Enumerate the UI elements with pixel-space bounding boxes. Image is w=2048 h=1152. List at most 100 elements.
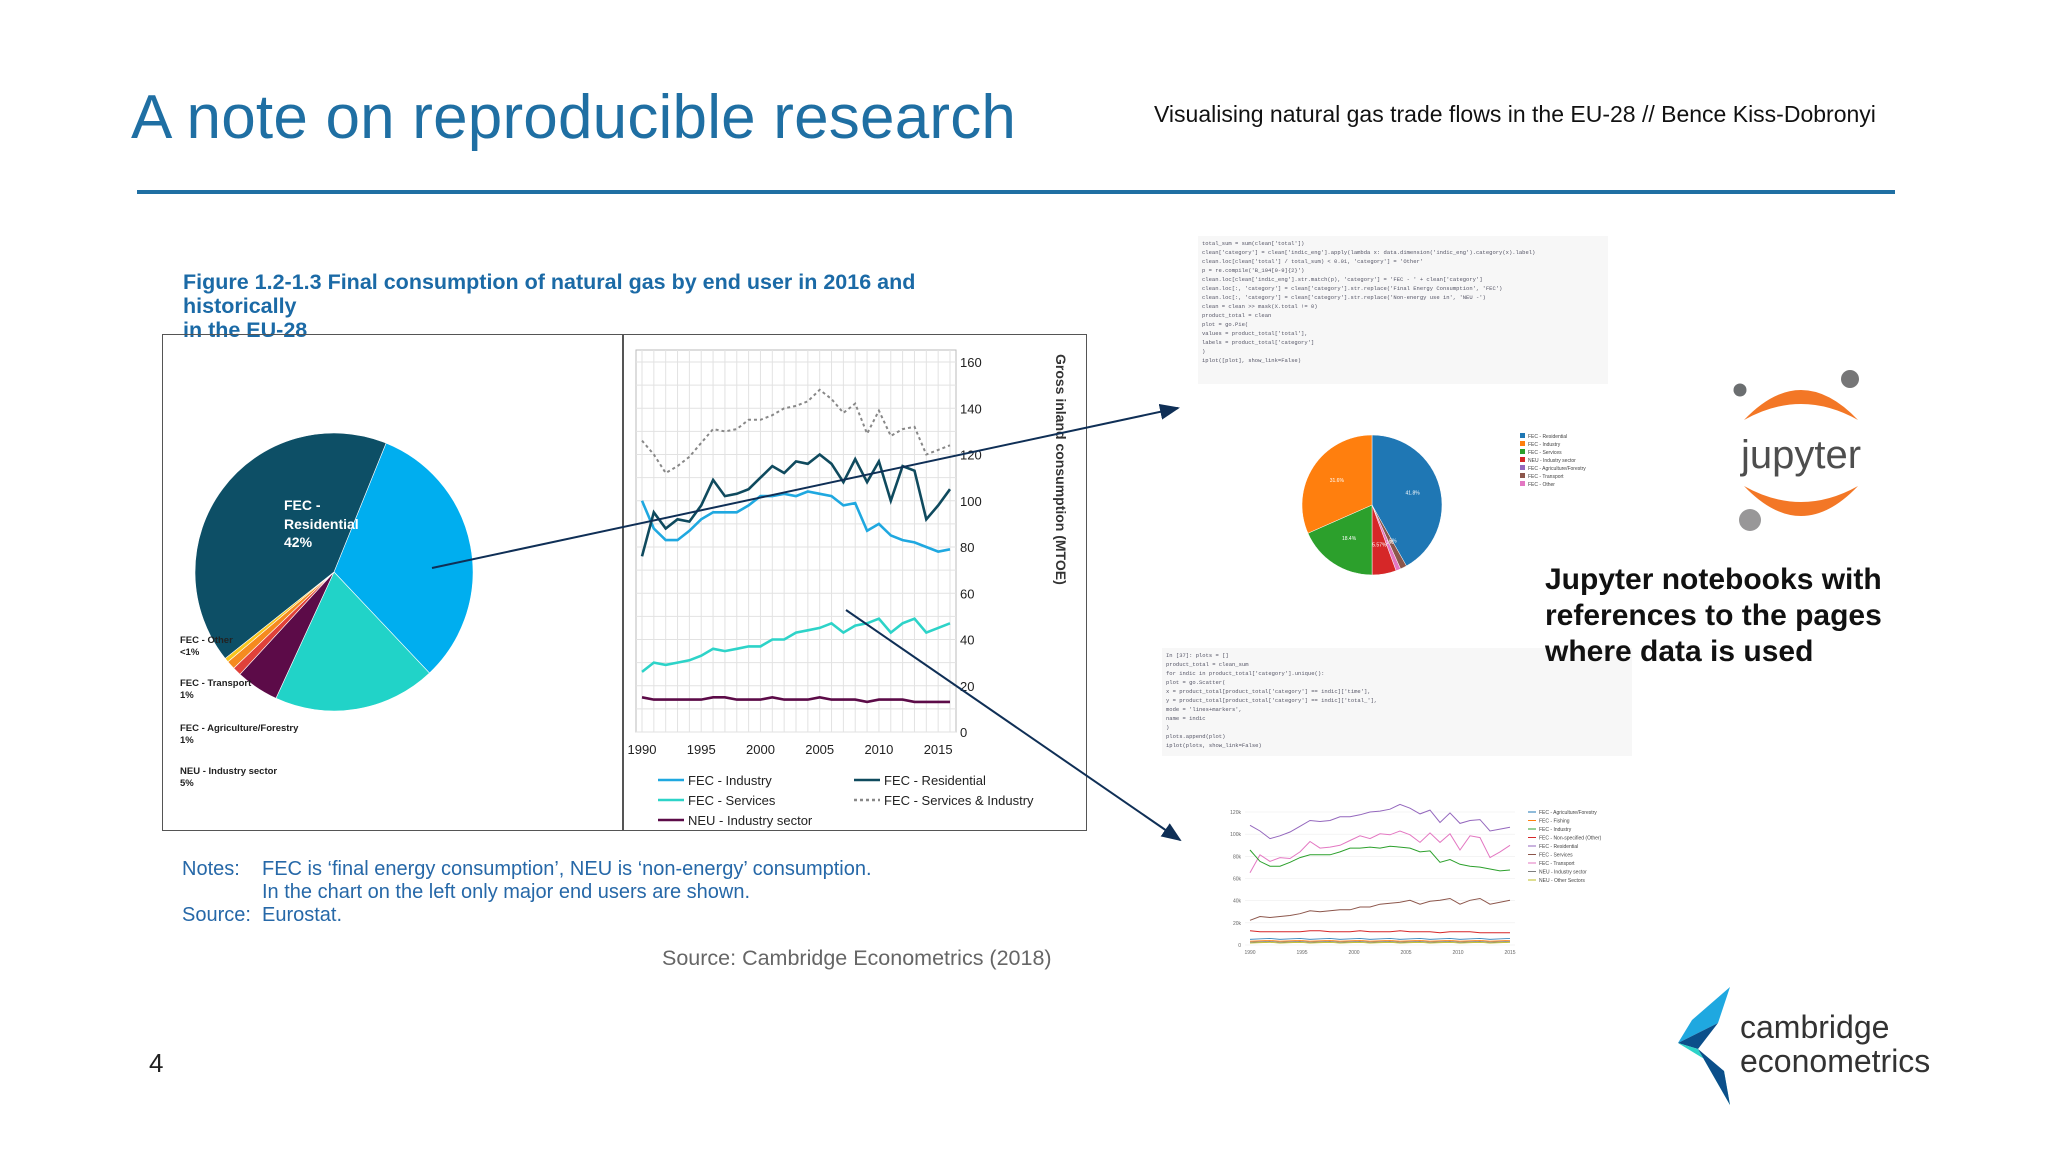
source-label: Source: (182, 904, 251, 926)
nb-legend-label: FEC - Agriculture/Forestry (1539, 810, 1597, 816)
code-line: plots.append(plot) (1166, 733, 1226, 740)
y-tick-label: 160 (960, 355, 982, 370)
title-rule (137, 190, 1895, 194)
pie-chart: FEC - Residential 42% FEC - Industry 32%… (180, 432, 534, 789)
slide-subtitle: Visualising natural gas trade flows in t… (1154, 101, 1876, 127)
nb-x-tick: 2005 (1400, 950, 1411, 956)
nb-pie-label: 41.8% (1406, 490, 1421, 496)
figure-divider (622, 334, 624, 831)
code-line: x = product_total[product_total['categor… (1166, 688, 1371, 695)
code-line: clean.loc[clean['indic_eng'].str.match(p… (1202, 276, 1483, 283)
pie-label-neu: NEU - Industry sector 5% (180, 766, 280, 789)
slide-source: Source: Cambridge Econometrics (2018) (662, 946, 1052, 970)
nb-legend-label: FEC - Services (1539, 853, 1573, 859)
nb-y-tick: 120k (1230, 810, 1241, 816)
nb-x-tick: 2015 (1504, 950, 1515, 956)
nb-x-tick: 1990 (1244, 950, 1255, 956)
code-line: clean.loc[:, 'category'] = clean['catego… (1202, 294, 1486, 301)
code-line: plot = go.Pie( (1202, 321, 1249, 328)
code-line: name = indic (1166, 715, 1206, 722)
pie-label-residential: FEC - Residential 42% (284, 497, 363, 550)
nb-legend-label: FEC - Fishing (1539, 819, 1570, 825)
source-value: Eurostat. (262, 904, 343, 926)
nb-pie-slice (1301, 434, 1373, 534)
x-tick-label: 1990 (628, 742, 657, 757)
nb-legend-label: FEC - Agriculture/Forestry (1528, 466, 1586, 472)
nb-legend-label: NEU - Industry sector (1528, 458, 1576, 464)
nb-legend-swatch (1520, 441, 1525, 446)
legend-label: FEC - Industry (688, 773, 772, 788)
y-tick-label: 120 (960, 448, 982, 463)
nb-legend-label: FEC - Non-specified (Other) (1539, 836, 1602, 842)
nb-legend-label: FEC - Services (1528, 450, 1562, 456)
ce-logo-mark-mid (1678, 1023, 1718, 1049)
nb-legend-label: FEC - Transport (1539, 861, 1575, 867)
cambridge-econometrics-logo: cambridge econometrics (1678, 987, 1930, 1105)
nb-y-tick: 40k (1233, 899, 1242, 905)
nb-legend-label: FEC - Residential (1539, 844, 1578, 850)
pie-label-other: FEC - Other <1% (180, 635, 235, 658)
figure-caption-line2: in the EU-28 (183, 318, 308, 342)
code-line: In [37]: plots = [] (1166, 652, 1229, 659)
x-tick-label: 2015 (924, 742, 953, 757)
nb-pie-label: 1.1% (1382, 540, 1394, 546)
nb-pie-slice (1371, 434, 1443, 567)
nb-legend-label: NEU - Industry sector (1539, 870, 1587, 876)
nb-pie-slice (1307, 504, 1373, 576)
code-line: product_total = clean_sum (1166, 661, 1249, 668)
nb-pie-label: 1.5% (1385, 538, 1397, 544)
nb-y-tick: 0 (1238, 943, 1241, 949)
notebook-line-thumbnail: 0 20k 40k 60k 80k 100k 120k 1990 1995 2000 2005 201… (1230, 803, 1602, 956)
code-line: total_sum = sum(clean['total']) (1202, 240, 1305, 247)
x-tick-label: 2010 (864, 742, 893, 757)
pie-label-transport: FEC - Transport 1% (180, 678, 254, 701)
code-line: labels = product_total['category'] (1202, 339, 1315, 346)
code-line: iplot([plot], show_link=False) (1202, 357, 1302, 364)
pie-label-industry: FEC - Industry 32% (475, 497, 534, 550)
nb-legend-label: FEC - Industry (1539, 827, 1572, 833)
y-tick-label: 40 (960, 633, 974, 648)
ce-logo-mark-shadow (1698, 1049, 1730, 1105)
pie-label-services: FEC - Services 19% (461, 673, 523, 726)
y-tick-label: 100 (960, 494, 982, 509)
nb-legend-label: FEC - Industry (1528, 442, 1561, 448)
y-tick-label: 60 (960, 586, 974, 601)
y-tick-label: 140 (960, 401, 982, 416)
ce-wordmark-line1: cambridge (1740, 1009, 1889, 1045)
nb-legend-swatch (1520, 465, 1525, 470)
code-line: ) (1166, 724, 1170, 731)
y-tick-label: 80 (960, 540, 974, 555)
nb-x-tick: 1995 (1296, 950, 1307, 956)
notes-line2: In the chart on the left only major end … (262, 881, 751, 903)
nb-y-tick: 20k (1233, 921, 1242, 927)
code-line: ) (1202, 348, 1206, 355)
nb-legend-swatch (1520, 457, 1525, 462)
code-line: y = product_total[product_total['categor… (1166, 697, 1378, 704)
nb-series-line (1249, 939, 1511, 942)
line-chart: 0 20 40 60 80 100 120 140 160 1990 1995 2000 2005 201… (628, 349, 1069, 828)
code-line: iplot(plots, show_link=False) (1166, 742, 1262, 749)
nb-legend-swatch (1520, 473, 1525, 478)
ce-logo-mark-top (1678, 987, 1730, 1043)
jupyter-logo: jupyter (1733, 370, 1861, 531)
pie-label-agri: FEC - Agriculture/Forestry 1% (180, 723, 301, 746)
nb-legend-label: FEC - Other (1528, 482, 1555, 488)
pie-slice (275, 571, 430, 712)
jupyter-wordmark: jupyter (1740, 433, 1861, 477)
code-line: clean.loc[clean['total'] / total_sum) < … (1202, 258, 1424, 265)
notes-label: Notes: (182, 858, 240, 880)
page-number: 4 (149, 1048, 164, 1078)
figure-notes: Notes: FEC is ‘final energy consumption’,… (182, 858, 872, 927)
nb-y-tick: 80k (1233, 854, 1242, 860)
nb-series-line (1249, 897, 1511, 921)
jupyter-note: Jupyter notebooks with references to the… (1545, 563, 1882, 668)
nb-x-tick: 2010 (1452, 950, 1463, 956)
nb-series-line (1249, 803, 1511, 840)
figure-caption-line1: Figure 1.2-1.3 Final consumption of natu… (183, 270, 916, 318)
code-line: product_total = clean (1202, 312, 1272, 319)
figure-box (162, 334, 1087, 831)
code-line: clean['category'] = clean['indic_eng'].a… (1202, 249, 1536, 256)
nb-series-line (1249, 845, 1511, 872)
line-chart-ylabel: Gross inland consumption (MTOE) (1053, 354, 1069, 585)
nb-series-line (1249, 940, 1511, 943)
